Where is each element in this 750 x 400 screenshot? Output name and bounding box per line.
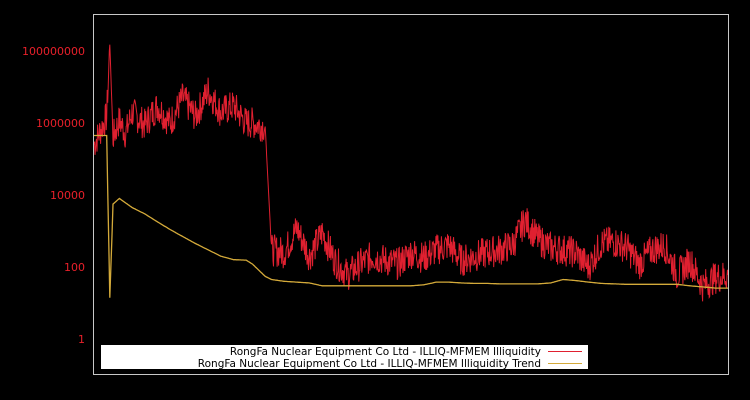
y-tick-label: 1 xyxy=(78,333,85,346)
illiquidity-line xyxy=(93,44,729,302)
y-tick-label: 100000000 xyxy=(22,45,85,58)
legend-label-trend: RongFa Nuclear Equipment Co Ltd - ILLIQ-… xyxy=(198,358,541,370)
y-tick-label: 10000 xyxy=(50,189,85,202)
y-tick-label: 100 xyxy=(64,261,85,274)
plot-frame xyxy=(93,14,729,375)
y-tick-label: 1000000 xyxy=(36,117,85,130)
illiquidity-trend-line xyxy=(94,134,728,298)
plot-series xyxy=(93,44,729,302)
y-axis-ticks: 1 100 10000 1000000 100000000 xyxy=(22,45,85,346)
legend-label-illiquidity: RongFa Nuclear Equipment Co Ltd - ILLIQ-… xyxy=(230,346,541,358)
legend-box xyxy=(101,345,588,369)
legend: RongFa Nuclear Equipment Co Ltd - ILLIQ-… xyxy=(101,345,588,370)
